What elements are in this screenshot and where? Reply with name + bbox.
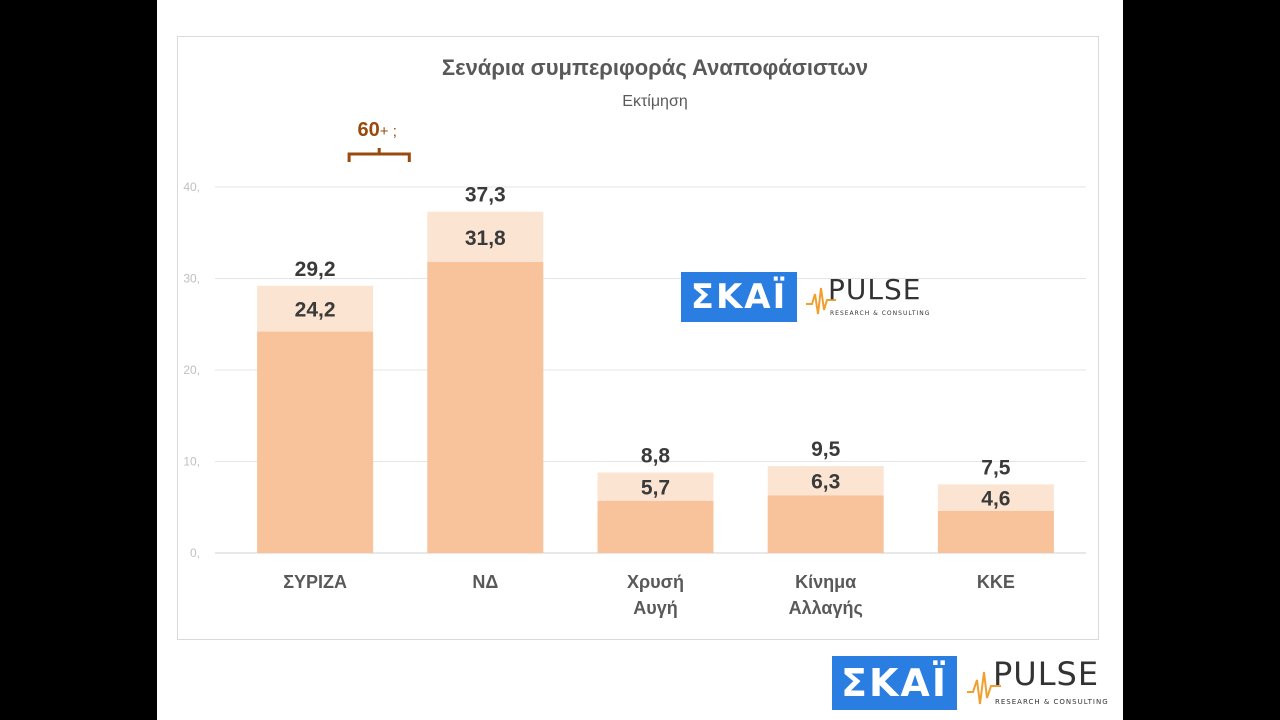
bar-total: [427, 211, 544, 263]
bar-total: [597, 472, 714, 501]
bar-total: [767, 466, 884, 496]
bar-total: [937, 484, 1054, 511]
data-label-base: 5,7: [641, 477, 670, 500]
pulse-wave-footer-icon: [967, 671, 1001, 705]
pulse-logo: PULSE RESEARCH & CONSULTING: [806, 274, 941, 324]
bar-total: [257, 285, 374, 332]
x-category-label: Κίνημα: [795, 572, 856, 592]
pulse-logo-footer-subtitle: RESEARCH & CONSULTING: [995, 698, 1109, 706]
bar-base: [597, 500, 714, 553]
annotation-label: 60+ ;: [358, 119, 397, 141]
x-category-label: ΚΚΕ: [977, 572, 1015, 592]
skai-logo: ΣΚΑΪ: [681, 272, 797, 322]
pulse-logo-word: PULSE: [828, 273, 922, 306]
pulse-wave-icon: [806, 287, 836, 315]
y-tick-label: 0,: [190, 546, 200, 560]
skai-logo-footer-text: ΣΚΑΪ: [841, 661, 948, 705]
data-label-base: 4,6: [981, 488, 1010, 511]
chart-subtitle: Εκτίμηση: [622, 93, 687, 110]
x-category-label: Χρυσή: [627, 572, 684, 592]
pulse-logo-footer: PULSE RESEARCH & CONSULTING: [967, 656, 1117, 712]
data-label-total: 37,3: [465, 184, 506, 207]
x-category-label: Αυγή: [633, 598, 677, 618]
bar-chart: Σενάρια συμπεριφοράς Αναποφάσιστων Εκτίμη…: [183, 55, 1086, 618]
x-category-label: Αλλαγής: [789, 598, 863, 618]
slide: Σενάρια συμπεριφοράς Αναποφάσιστων Εκτίμη…: [157, 0, 1123, 720]
chart-title: Σενάρια συμπεριφοράς Αναποφάσιστων: [442, 55, 868, 80]
data-label-base: 31,8: [465, 227, 506, 250]
y-tick-label: 20,: [183, 363, 200, 377]
data-label-base: 6,3: [811, 471, 840, 494]
pulse-logo-footer-word: PULSE: [993, 655, 1100, 693]
pulse-logo-subtitle: RESEARCH & CONSULTING: [830, 310, 931, 317]
bar-base: [937, 510, 1054, 553]
x-category-label: ΝΔ: [472, 572, 498, 592]
y-tick-label: 40,: [183, 180, 200, 194]
bar-base: [427, 262, 544, 553]
data-label-total: 9,5: [811, 438, 841, 461]
data-label-total: 8,8: [641, 444, 671, 467]
skai-logo-footer: ΣΚΑΪ: [832, 656, 957, 710]
data-label-total: 7,5: [981, 456, 1011, 479]
annotation-label-suffix: + ;: [380, 123, 397, 140]
skai-logo-text: ΣΚΑΪ: [690, 277, 788, 317]
bar-base: [767, 495, 884, 553]
annotation-label-main: 60: [358, 119, 380, 141]
annotation-brace: [347, 148, 411, 162]
bar-base: [257, 331, 374, 553]
x-category-label: ΣΥΡΙΖΑ: [283, 572, 347, 592]
chart-frame: Σενάρια συμπεριφοράς Αναποφάσιστων Εκτίμη…: [177, 36, 1099, 640]
y-tick-label: 30,: [183, 272, 200, 286]
data-label-base: 24,2: [295, 299, 336, 322]
y-tick-label: 10,: [183, 455, 200, 469]
data-label-total: 29,2: [295, 258, 336, 281]
